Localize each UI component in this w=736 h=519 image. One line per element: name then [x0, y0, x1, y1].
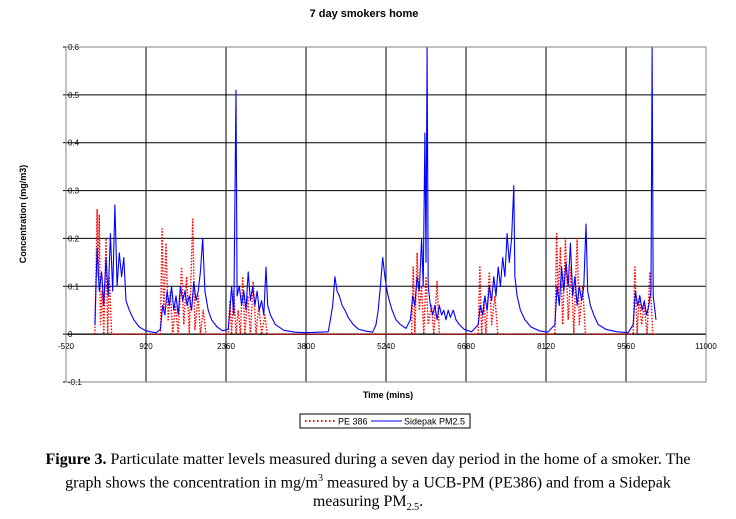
y-tick-label: 0.4 [68, 139, 80, 148]
x-tick-label: 3800 [297, 342, 315, 351]
y-tick-label: 0.3 [68, 187, 80, 196]
y-tick-label: 0.5 [68, 91, 80, 100]
x-tick-label: 8120 [537, 342, 555, 351]
y-axis-label: Concentration (mg/m3) [18, 165, 28, 264]
caption-text-2a: graph shows the concentration in mg/m [65, 474, 318, 492]
caption-sub: 2.5 [406, 502, 420, 514]
x-tick-label: 6680 [457, 342, 475, 351]
legend-label-sidepak: Sidepak PM2.5 [404, 417, 465, 427]
x-axis-label: Time (mins) [363, 390, 413, 400]
caption-line-3: measuring PM2.5. [0, 492, 736, 517]
plot-area-border [65, 46, 707, 383]
grid-lines [65, 46, 707, 383]
caption-sup: 3 [317, 473, 323, 484]
caption-text-3b: . [419, 493, 424, 511]
figure-caption: Figure 3. Particulate matter levels meas… [0, 450, 736, 518]
x-tick-label: 5240 [377, 342, 395, 351]
caption-line-2: graph shows the concentration in mg/m3 m… [0, 469, 736, 492]
caption-text-3a: measuring PM [312, 493, 407, 511]
chart: 7 day smokers home -0.100.10.20.30.40.50… [18, 8, 717, 429]
series-line-sidepak [94, 46, 657, 334]
x-tick-label: 920 [139, 342, 153, 351]
x-tick-label: 2360 [217, 342, 235, 351]
series-line-pe386 [94, 209, 656, 335]
caption-text-2b: measured by a UCB-PM (PE386) and from a … [322, 474, 671, 492]
y-tick-label: 0.2 [68, 234, 80, 243]
x-tick-label: 9560 [617, 342, 635, 351]
caption-line-1: Figure 3. Particulate matter levels meas… [0, 450, 736, 469]
series-layer [94, 46, 657, 335]
caption-text-1: Particulate matter levels measured durin… [110, 451, 691, 468]
legend: PE 386 Sidepak PM2.5 [299, 413, 471, 429]
chart-title: 7 day smokers home [310, 8, 419, 20]
legend-label-pe386: PE 386 [338, 417, 368, 427]
caption-label: Figure 3. [45, 451, 107, 468]
y-tick-label: 0.1 [68, 282, 80, 291]
